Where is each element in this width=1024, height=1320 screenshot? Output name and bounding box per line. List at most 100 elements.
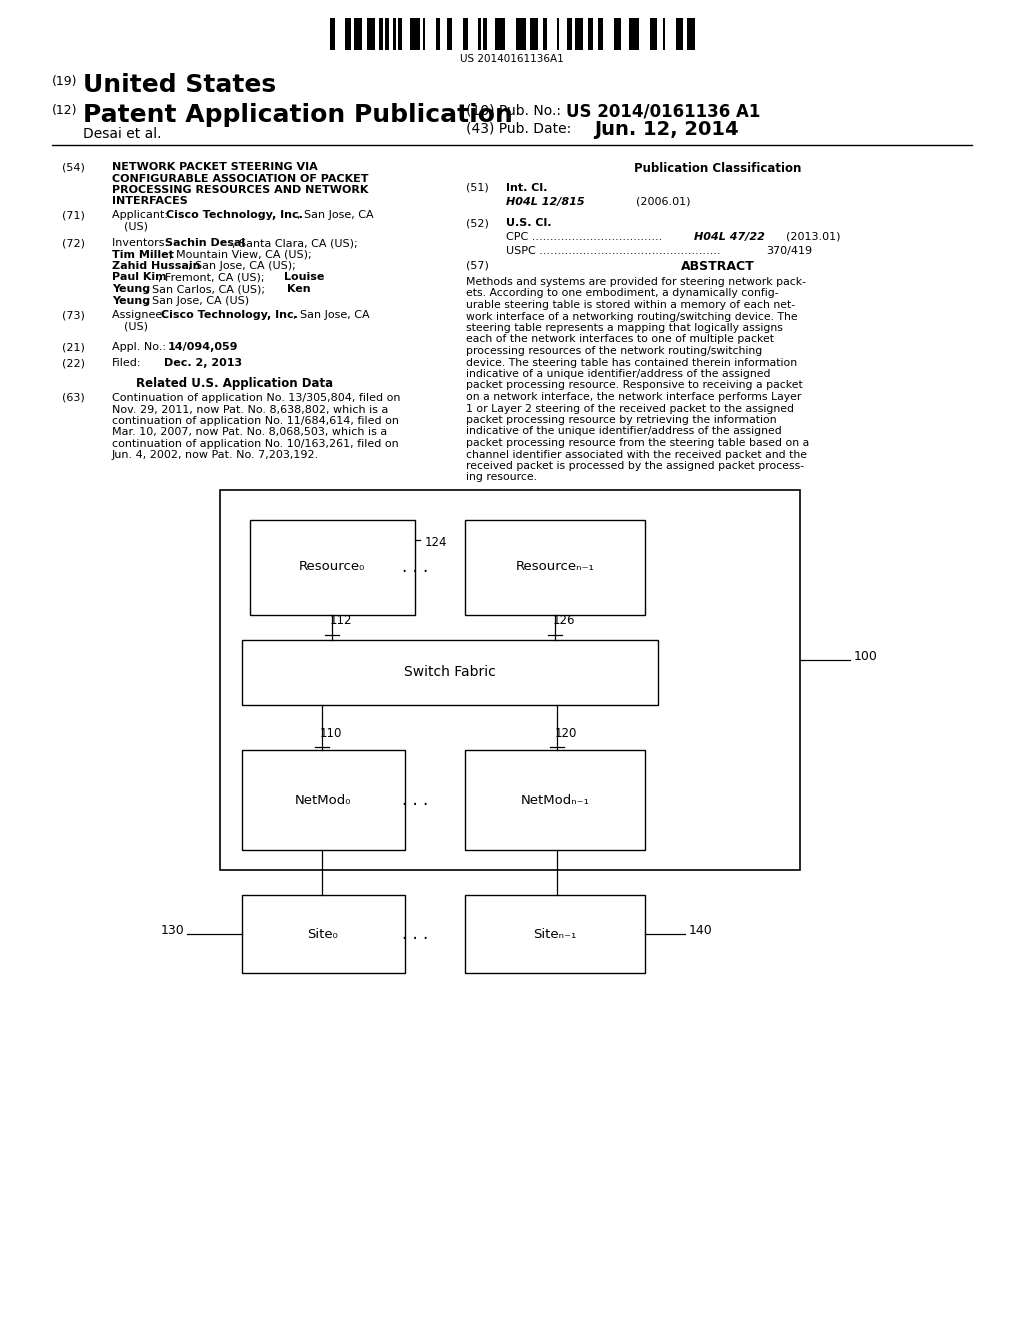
Bar <box>423 18 425 50</box>
Text: Assignee:: Assignee: <box>112 310 169 319</box>
Text: Yeung: Yeung <box>112 284 151 294</box>
Text: Applicant:: Applicant: <box>112 210 171 220</box>
Text: 14/094,059: 14/094,059 <box>168 342 239 352</box>
Bar <box>436 18 439 50</box>
Bar <box>250 520 415 615</box>
Bar <box>559 18 567 50</box>
Text: Appl. No.:: Appl. No.: <box>112 342 170 352</box>
Bar <box>538 18 543 50</box>
Text: steering table represents a mapping that logically assigns: steering table represents a mapping that… <box>466 323 783 333</box>
Text: (63): (63) <box>62 393 85 403</box>
Text: packet processing resource from the steering table based on a: packet processing resource from the stee… <box>466 438 809 447</box>
Bar <box>242 895 406 973</box>
Bar <box>663 18 666 50</box>
Bar <box>350 18 354 50</box>
Bar <box>547 18 557 50</box>
Text: (21): (21) <box>62 342 85 352</box>
Bar <box>335 18 345 50</box>
Text: (57): (57) <box>466 260 488 271</box>
Bar <box>242 640 658 705</box>
Text: indicative of the unique identifier/address of the assigned: indicative of the unique identifier/addr… <box>466 426 781 437</box>
Text: Resourceₙ₋₁: Resourceₙ₋₁ <box>516 561 594 573</box>
Text: continuation of application No. 10/163,261, filed on: continuation of application No. 10/163,2… <box>112 440 398 449</box>
Text: USPC ..................................................: USPC ...................................… <box>506 246 721 256</box>
Bar <box>425 18 436 50</box>
Text: 100: 100 <box>854 651 878 664</box>
Text: 110: 110 <box>319 727 342 741</box>
Text: Nov. 29, 2011, now Pat. No. 8,638,802, which is a: Nov. 29, 2011, now Pat. No. 8,638,802, w… <box>112 404 388 414</box>
Bar <box>676 18 683 50</box>
Bar <box>385 18 389 50</box>
Text: Cisco Technology, Inc.: Cisco Technology, Inc. <box>161 310 298 319</box>
Text: CPC ....................................: CPC .................................... <box>506 232 663 242</box>
Text: continuation of application No. 11/684,614, filed on: continuation of application No. 11/684,6… <box>112 416 399 426</box>
Bar <box>398 18 402 50</box>
Text: Continuation of application No. 13/305,804, filed on: Continuation of application No. 13/305,8… <box>112 393 400 403</box>
Text: (43) Pub. Date:: (43) Pub. Date: <box>466 121 571 136</box>
Text: Resource₀: Resource₀ <box>299 561 366 573</box>
Text: Sachin Desai: Sachin Desai <box>165 238 245 248</box>
Text: (US): (US) <box>124 322 148 331</box>
Text: 1 or Layer 2 steering of the received packet to the assigned: 1 or Layer 2 steering of the received pa… <box>466 404 794 413</box>
Text: work interface of a networking routing/switching device. The: work interface of a networking routing/s… <box>466 312 798 322</box>
Bar <box>543 18 547 50</box>
Text: (2006.01): (2006.01) <box>636 197 690 207</box>
Text: H04L 47/22: H04L 47/22 <box>694 232 765 242</box>
Text: 370/419: 370/419 <box>766 246 812 256</box>
Text: (71): (71) <box>62 210 85 220</box>
Text: Jun. 12, 2014: Jun. 12, 2014 <box>594 120 738 139</box>
Text: on a network interface, the network interface performs Layer: on a network interface, the network inte… <box>466 392 802 403</box>
Text: Inventors:: Inventors: <box>112 238 172 248</box>
Text: , San Jose, CA (US): , San Jose, CA (US) <box>145 296 249 305</box>
Text: , San Jose, CA: , San Jose, CA <box>293 310 370 319</box>
Bar <box>362 18 368 50</box>
Bar <box>695 18 700 50</box>
Bar <box>593 18 598 50</box>
Text: United States: United States <box>83 73 276 96</box>
Bar <box>683 18 687 50</box>
Text: packet processing resource by retrieving the information: packet processing resource by retrieving… <box>466 414 776 425</box>
Text: Publication Classification: Publication Classification <box>634 162 802 176</box>
Bar <box>402 18 410 50</box>
Text: Filed:: Filed: <box>112 358 141 368</box>
Bar <box>330 18 335 50</box>
Bar <box>526 18 529 50</box>
Text: (22): (22) <box>62 358 85 368</box>
Text: processing resources of the network routing/switching: processing resources of the network rout… <box>466 346 762 356</box>
Text: U.S. Cl.: U.S. Cl. <box>506 218 552 228</box>
Text: each of the network interfaces to one of multiple packet: each of the network interfaces to one of… <box>466 334 774 345</box>
Bar <box>603 18 613 50</box>
Bar <box>495 18 505 50</box>
Bar <box>420 18 423 50</box>
Bar <box>368 18 375 50</box>
Bar <box>389 18 393 50</box>
Text: NETWORK PACKET STEERING VIA: NETWORK PACKET STEERING VIA <box>112 162 317 172</box>
Text: Paul Kim: Paul Kim <box>112 272 167 282</box>
Bar <box>598 18 603 50</box>
Text: . . .: . . . <box>401 925 428 942</box>
Text: US 20140161136A1: US 20140161136A1 <box>460 54 564 63</box>
Bar <box>375 18 379 50</box>
Bar <box>639 18 649 50</box>
Text: 126: 126 <box>553 614 575 627</box>
Bar <box>242 750 406 850</box>
Bar <box>613 18 622 50</box>
Text: Cisco Technology, Inc.: Cisco Technology, Inc. <box>166 210 303 220</box>
Text: Tim Millet: Tim Millet <box>112 249 174 260</box>
Bar <box>574 18 583 50</box>
Text: (72): (72) <box>62 238 85 248</box>
Text: Switch Fabric: Switch Fabric <box>404 665 496 678</box>
Text: channel identifier associated with the received packet and the: channel identifier associated with the r… <box>466 450 807 459</box>
Text: US 2014/0161136 A1: US 2014/0161136 A1 <box>566 103 761 121</box>
Text: (10) Pub. No.:: (10) Pub. No.: <box>466 103 561 117</box>
Text: CONFIGURABLE ASSOCIATION OF PACKET: CONFIGURABLE ASSOCIATION OF PACKET <box>112 173 369 183</box>
Text: H04L 12/815: H04L 12/815 <box>506 197 585 207</box>
Bar <box>505 18 516 50</box>
Text: (12): (12) <box>52 104 78 117</box>
Bar <box>463 18 468 50</box>
Text: PROCESSING RESOURCES AND NETWORK: PROCESSING RESOURCES AND NETWORK <box>112 185 369 195</box>
Text: 120: 120 <box>555 727 578 741</box>
Text: Siteₙ₋₁: Siteₙ₋₁ <box>534 928 577 940</box>
Bar <box>622 18 629 50</box>
Text: (54): (54) <box>62 162 85 172</box>
